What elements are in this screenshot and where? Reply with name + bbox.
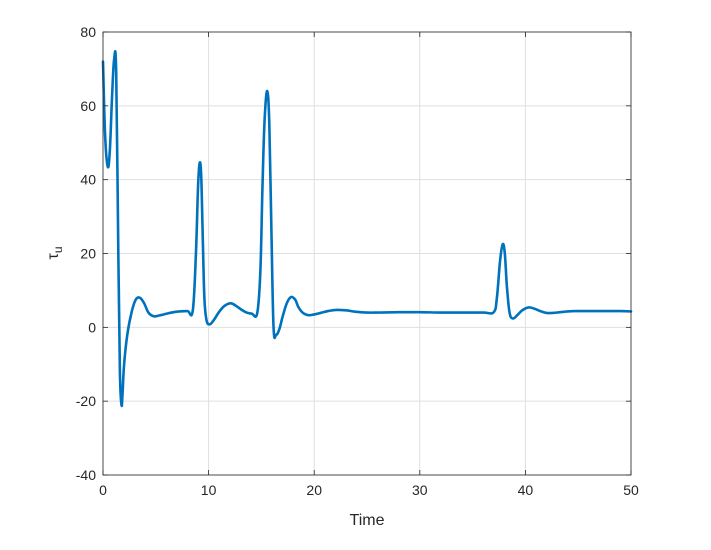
y-axis-label-subscript: u — [51, 246, 65, 253]
x-tick-label: 20 — [306, 482, 322, 498]
y-tick-label: 60 — [80, 98, 96, 114]
x-tick-label: 50 — [623, 482, 639, 498]
x-tick-label: 0 — [99, 482, 107, 498]
x-tick-label: 40 — [518, 482, 534, 498]
y-tick-label: 0 — [88, 319, 96, 335]
y-axis-label-symbol: τ — [45, 253, 62, 260]
x-axis-label: Time — [350, 512, 385, 529]
y-tick-label: -20 — [76, 393, 96, 409]
series-line — [101, 50, 633, 408]
y-axis-label: τu — [45, 246, 65, 259]
grid-lines — [102, 31, 632, 476]
y-tick-label: 40 — [80, 172, 96, 188]
series-layer — [101, 50, 633, 408]
y-tick-label: 20 — [80, 246, 96, 262]
axis-ticks: 0 10 20 30 40 50 -40 -20 0 20 40 60 80 — [76, 24, 639, 498]
x-tick-label: 10 — [201, 482, 217, 498]
x-tick-label: 30 — [412, 482, 428, 498]
y-tick-label: -40 — [76, 467, 96, 483]
y-tick-label: 80 — [80, 24, 96, 40]
